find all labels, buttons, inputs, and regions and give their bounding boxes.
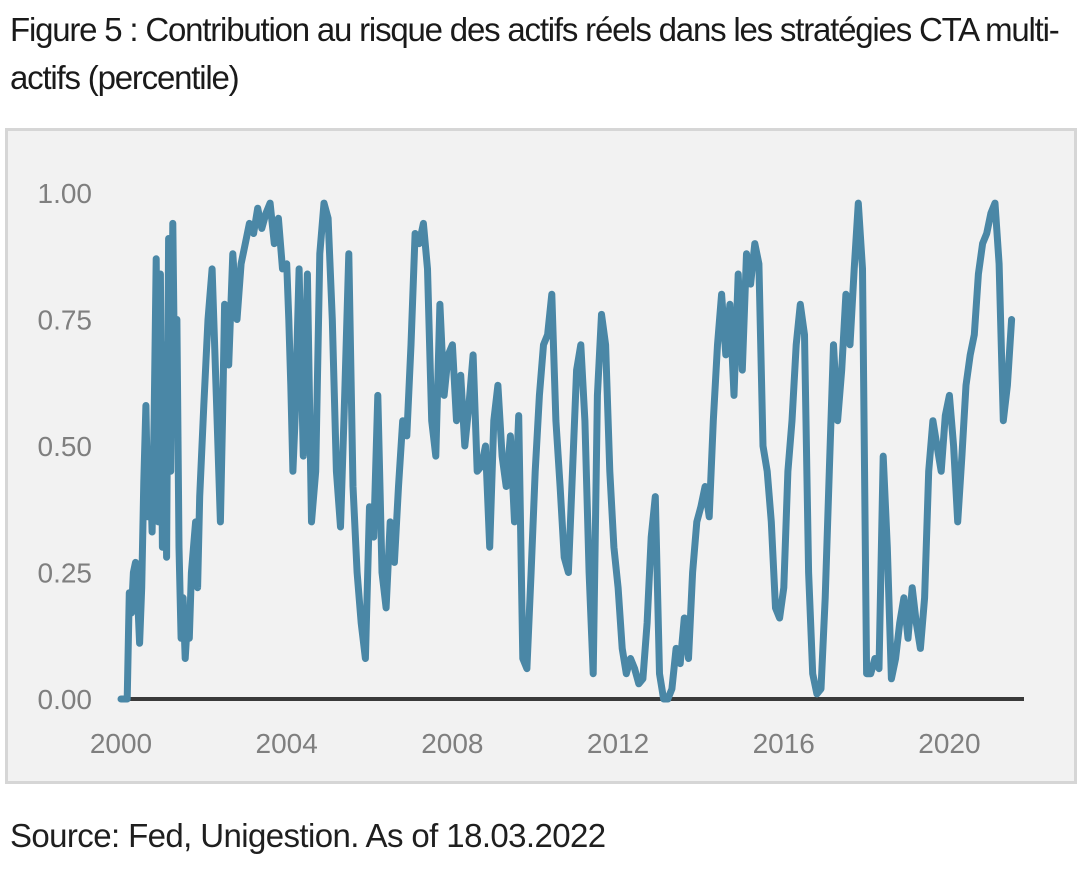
- x-tick-label: 2016: [753, 728, 815, 759]
- line-chart: 0.00 0.25 0.50 0.75 1.00 2000 2004 2008 2012 201…: [38, 178, 1024, 759]
- y-tick-label: 1.00: [38, 178, 93, 209]
- y-tick-label: 0.75: [38, 305, 93, 336]
- source-note: Source: Fed, Unigestion. As of 18.03.202…: [10, 817, 606, 854]
- x-axis-ticks: 2000 2004 2008 2012 2016 2020: [90, 728, 981, 759]
- x-tick-label: 2012: [587, 728, 649, 759]
- y-tick-label: 0.25: [38, 558, 93, 589]
- series-line: [117, 199, 1016, 703]
- y-axis-ticks: 0.00 0.25 0.50 0.75 1.00: [38, 178, 93, 715]
- chart-title: Figure 5 : Contribution au risque des ac…: [10, 11, 1060, 96]
- x-tick-label: 2004: [256, 728, 318, 759]
- y-tick-label: 0.00: [38, 684, 93, 715]
- x-tick-label: 2000: [90, 728, 152, 759]
- x-tick-label: 2020: [918, 728, 980, 759]
- chart-panel: 0.00 0.25 0.50 0.75 1.00 2000 2004 2008 2012 201…: [5, 128, 1077, 784]
- y-tick-label: 0.50: [38, 431, 93, 462]
- x-tick-label: 2008: [421, 728, 483, 759]
